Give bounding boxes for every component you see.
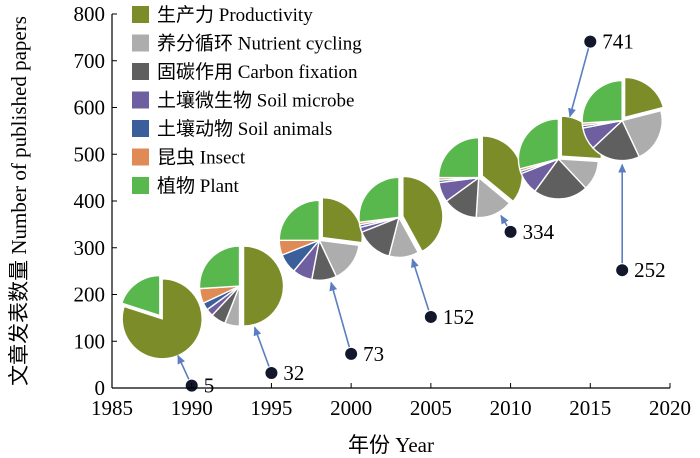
callouts-layer: 5 32 73 152 334 741 252 xyxy=(177,30,666,398)
legend-swatch xyxy=(132,6,149,23)
data-label: 334 xyxy=(523,220,555,244)
x-tick-label: 1990 xyxy=(171,396,213,420)
callout-dot xyxy=(584,35,597,48)
data-label: 5 xyxy=(204,374,215,398)
pie-2006-2010 xyxy=(437,135,523,219)
legend-item-animals: 土壤动物 Soil animals xyxy=(132,118,332,140)
axes-layer: 1985 1990 1995 2000 2005 2010 2015 2020 0 100 200 3… xyxy=(7,2,691,457)
callout-dot xyxy=(504,225,517,238)
pie-slice-plant xyxy=(437,136,480,179)
legend-swatch xyxy=(132,120,149,137)
legend: 生产力 Productivity 养分循环 Nutrient cycling 固碳作… xyxy=(132,4,362,197)
x-tick-label: 1995 xyxy=(250,396,292,420)
legend-swatch xyxy=(132,91,149,109)
y-tick-label: 100 xyxy=(74,329,106,353)
x-tick-label: 1985 xyxy=(91,396,133,420)
pie-slice-plant xyxy=(120,274,161,317)
legend-item-nutrient: 养分循环 Nutrient cycling xyxy=(132,33,362,55)
data-label: 32 xyxy=(283,361,304,385)
legend-label: 植物 Plant xyxy=(157,175,240,197)
x-tick-label: 2020 xyxy=(649,396,691,420)
pies-layer xyxy=(120,76,665,360)
pie-1991-1995 xyxy=(198,245,285,327)
x-tick-label: 2010 xyxy=(490,396,532,420)
pie-slice-plant xyxy=(358,176,400,224)
y-tick-label: 200 xyxy=(74,283,106,307)
legend-item-productivity: 生产力 Productivity xyxy=(132,4,313,26)
pie-slice-productivity xyxy=(121,278,203,360)
legend-item-insect: 昆虫 Insect xyxy=(132,147,246,169)
callout-dot xyxy=(424,310,437,323)
pie-slice-productivity xyxy=(242,245,285,327)
y-tick-label: 700 xyxy=(74,49,106,73)
pie-1996-2000 xyxy=(278,196,363,281)
y-axis-title: 文章发表数量 Number of published papers xyxy=(7,16,31,386)
y-tick-label: 400 xyxy=(74,189,106,213)
legend-label: 土壤微生物 Soil microbe xyxy=(157,90,354,112)
pie-slice-productivity xyxy=(321,196,363,244)
callout-dot xyxy=(616,264,629,277)
pie-slice-productivity xyxy=(402,175,444,253)
y-tick-label: 800 xyxy=(74,2,106,26)
callout-arrow xyxy=(411,258,430,311)
callout-arrow xyxy=(329,281,351,348)
x-tick-label: 2000 xyxy=(330,396,372,420)
legend-label: 昆虫 Insect xyxy=(157,147,246,169)
legend-swatch xyxy=(132,177,149,194)
pie-slice-plant xyxy=(517,118,560,170)
legend-swatch xyxy=(132,63,149,80)
callout-dot xyxy=(265,367,278,380)
legend-item-microbe: 土壤微生物 Soil microbe xyxy=(132,90,354,112)
x-axis-title: 年份 Year xyxy=(348,433,434,457)
legend-item-plant: 植物 Plant xyxy=(132,175,240,197)
pie-slice-plant xyxy=(278,199,320,241)
pie-slice-nutrient xyxy=(621,109,663,158)
y-tick-label: 300 xyxy=(74,236,106,260)
pie-2016-2017 xyxy=(581,76,665,162)
callout-arrow xyxy=(253,326,270,367)
pie-slice-plant xyxy=(198,245,241,290)
y-tick-label: 600 xyxy=(74,96,106,120)
y-tick-label: 500 xyxy=(74,142,106,166)
legend-label: 养分循环 Nutrient cycling xyxy=(157,33,362,55)
y-tick-label: 0 xyxy=(95,376,106,400)
legend-label: 生产力 Productivity xyxy=(157,4,313,26)
legend-label: 土壤动物 Soil animals xyxy=(157,118,332,140)
data-label: 741 xyxy=(602,30,634,54)
pie-slice-plant xyxy=(581,79,623,124)
pie-slice-carbon xyxy=(533,157,587,200)
data-label: 73 xyxy=(363,342,384,366)
legend-label: 固碳作用 Carbon fixation xyxy=(157,61,358,83)
callout-dot xyxy=(345,347,358,360)
callout-arrow xyxy=(500,214,509,227)
callout-arrow xyxy=(177,354,190,380)
pie-1986-1990 xyxy=(120,274,203,360)
callout-arrow xyxy=(568,48,590,118)
pie-slice-carbon xyxy=(592,119,641,162)
pie-2011-2015 xyxy=(517,115,602,200)
x-tick-label: 2005 xyxy=(410,396,452,420)
legend-swatch xyxy=(132,148,149,166)
x-tick-label: 2015 xyxy=(569,396,611,420)
data-label: 152 xyxy=(443,305,475,329)
pie-2001-2005 xyxy=(358,175,444,259)
legend-swatch xyxy=(132,34,149,52)
data-label: 252 xyxy=(634,258,666,282)
legend-item-carbon: 固碳作用 Carbon fixation xyxy=(132,61,358,83)
pie-slice-productivity xyxy=(623,76,665,119)
